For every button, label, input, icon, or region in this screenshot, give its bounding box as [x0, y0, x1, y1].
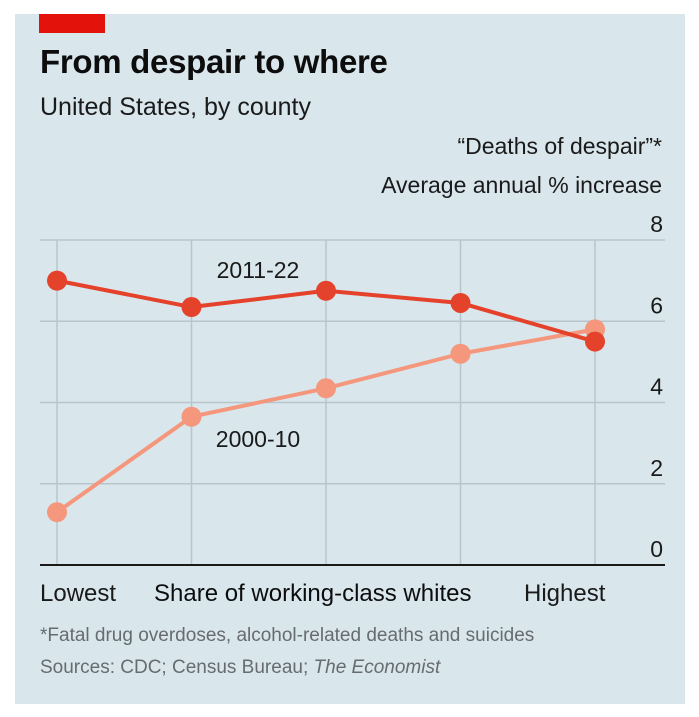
data-point-2011-22 [450, 292, 471, 313]
data-point-2011-22 [316, 280, 336, 301]
data-point-2000-10 [316, 378, 336, 399]
footnote: *Fatal drug overdoses, alcohol-related d… [40, 625, 535, 646]
series-label-2011-22: 2011-22 [217, 257, 300, 283]
chart-background [15, 14, 685, 704]
data-point-2000-10 [47, 502, 67, 523]
y-tick-label: 4 [650, 374, 663, 400]
data-point-2011-22 [181, 297, 202, 318]
series-label-2000-10: 2000-10 [216, 426, 300, 452]
y-tick-label: 8 [650, 211, 663, 237]
chart-title: From despair to where [40, 43, 388, 80]
series-labels: 2011-22 2000-10 [216, 257, 300, 452]
data-point-2011-22 [47, 270, 67, 291]
y-tick-labels: 0 2 4 6 8 [650, 211, 663, 562]
y-tick-label: 2 [650, 455, 663, 481]
y-tick-label: 6 [650, 292, 663, 318]
data-point-2000-10 [450, 343, 471, 364]
sources-publisher: The Economist [313, 657, 441, 678]
y-axis-unit: Average annual % increase [381, 172, 662, 198]
gridlines [40, 239, 665, 566]
data-point-2011-22 [585, 331, 605, 352]
sources-text: Sources: CDC; Census Bureau; [40, 657, 314, 678]
chart-subtitle: United States, by county [40, 93, 311, 121]
x-label-highest: Highest [524, 580, 606, 607]
brand-red-bar [39, 14, 105, 33]
y-tick-label: 0 [650, 536, 663, 562]
x-axis-title: Share of working-class whites [154, 580, 472, 607]
y-axis-title: “Deaths of despair”* [457, 133, 662, 159]
series-lines [47, 270, 605, 523]
data-point-2000-10 [181, 406, 202, 427]
sources: Sources: CDC; Census Bureau; The Economi… [40, 657, 440, 679]
x-label-lowest: Lowest [40, 580, 117, 607]
